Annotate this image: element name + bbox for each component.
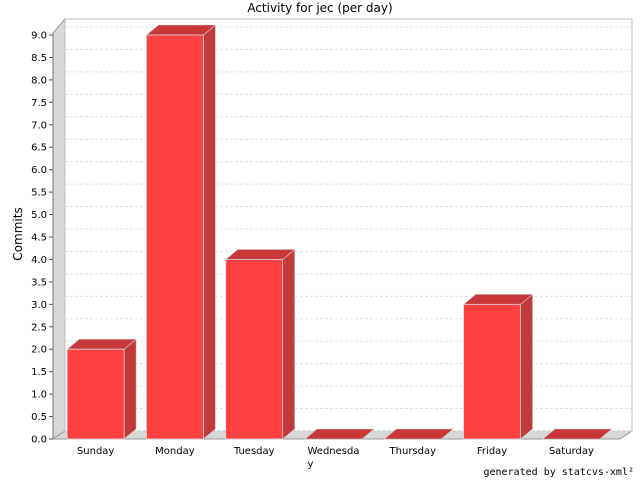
bar-top <box>66 338 137 350</box>
left-wall <box>52 17 66 440</box>
bar-side <box>123 338 137 440</box>
chart-title: Activity for jec (per day) <box>247 1 392 15</box>
x-tick-label-line: Saturday <box>549 446 594 457</box>
bars <box>66 24 613 440</box>
x-tick-label: Saturday <box>549 446 594 457</box>
x-tick-label-line: Friday <box>477 446 507 457</box>
y-axis-ticks: 0.0 0.5 1.0 1.5 2.0 2.5 3.0 3.5 4.0 4.5 5.0 5.5 6.0 6… <box>31 31 54 446</box>
y-tick-label: 7.0 <box>31 120 47 131</box>
y-axis-label: Commits <box>11 207 25 260</box>
y-tick-label: 4.0 <box>31 255 47 266</box>
bar-side <box>203 24 216 440</box>
y-tick-label: 2.5 <box>31 322 47 333</box>
x-tick-label: Wednesda y <box>308 446 360 470</box>
x-tick-label-line: Sunday <box>77 446 114 457</box>
footer-credit: generated by statcvs-xml² <box>483 467 634 478</box>
x-tick-label-line: Wednesda <box>308 446 360 457</box>
bar-front <box>146 34 204 440</box>
y-tick-label: 5.0 <box>31 210 47 221</box>
x-axis-labels: Sunday Monday Tuesday Wednesda y Thursday Frid… <box>77 446 594 470</box>
bar-friday <box>462 293 534 440</box>
bar-side <box>282 248 296 440</box>
bar-front <box>66 348 125 440</box>
x-tick-label: Tuesday <box>233 446 275 457</box>
x-tick-label: Thursday <box>389 446 437 457</box>
y-tick-label: 8.5 <box>31 53 47 64</box>
bar-sunday <box>66 338 137 440</box>
x-tick-label-line: Monday <box>155 446 195 457</box>
grid-lines <box>65 26 632 432</box>
bar-top <box>145 24 217 36</box>
bar-wednesday <box>304 428 375 440</box>
x-tick-label: Monday <box>155 446 195 457</box>
y-tick-label: 1.0 <box>31 390 47 401</box>
y-tick-label: 6.5 <box>31 143 47 154</box>
bar-top <box>304 428 375 440</box>
y-tick-label: 7.5 <box>31 98 47 109</box>
x-tick-label-line: Thursday <box>389 446 437 457</box>
x-tick-label-line: Tuesday <box>233 446 275 457</box>
bar-tuesday <box>224 248 296 440</box>
y-tick-label: 6.0 <box>31 165 47 176</box>
bar-front <box>463 303 521 440</box>
bar-thursday <box>383 428 455 440</box>
bar-side <box>520 293 533 440</box>
y-tick-label: 8.0 <box>31 75 47 86</box>
y-tick-label: 1.5 <box>31 367 47 378</box>
bar-top <box>542 428 613 440</box>
x-tick-label: Friday <box>477 446 507 457</box>
bar-front <box>225 259 284 440</box>
y-tick-label: 0.5 <box>31 412 47 423</box>
bar-top <box>224 249 296 260</box>
y-tick-label: 4.5 <box>31 233 47 244</box>
bar-saturday <box>542 428 613 440</box>
bar-top <box>462 294 534 305</box>
x-tick-label-line: y <box>308 459 314 470</box>
bar-monday <box>145 24 217 440</box>
y-tick-label: 2.0 <box>31 345 47 356</box>
bar-top <box>383 428 455 440</box>
y-tick-label: 0.0 <box>31 435 47 446</box>
y-tick-label: 3.5 <box>31 277 47 288</box>
x-tick-label: Sunday <box>77 446 114 457</box>
y-tick-label: 9.0 <box>31 31 47 42</box>
y-tick-label: 3.0 <box>31 300 47 311</box>
y-tick-label: 5.5 <box>31 188 47 199</box>
